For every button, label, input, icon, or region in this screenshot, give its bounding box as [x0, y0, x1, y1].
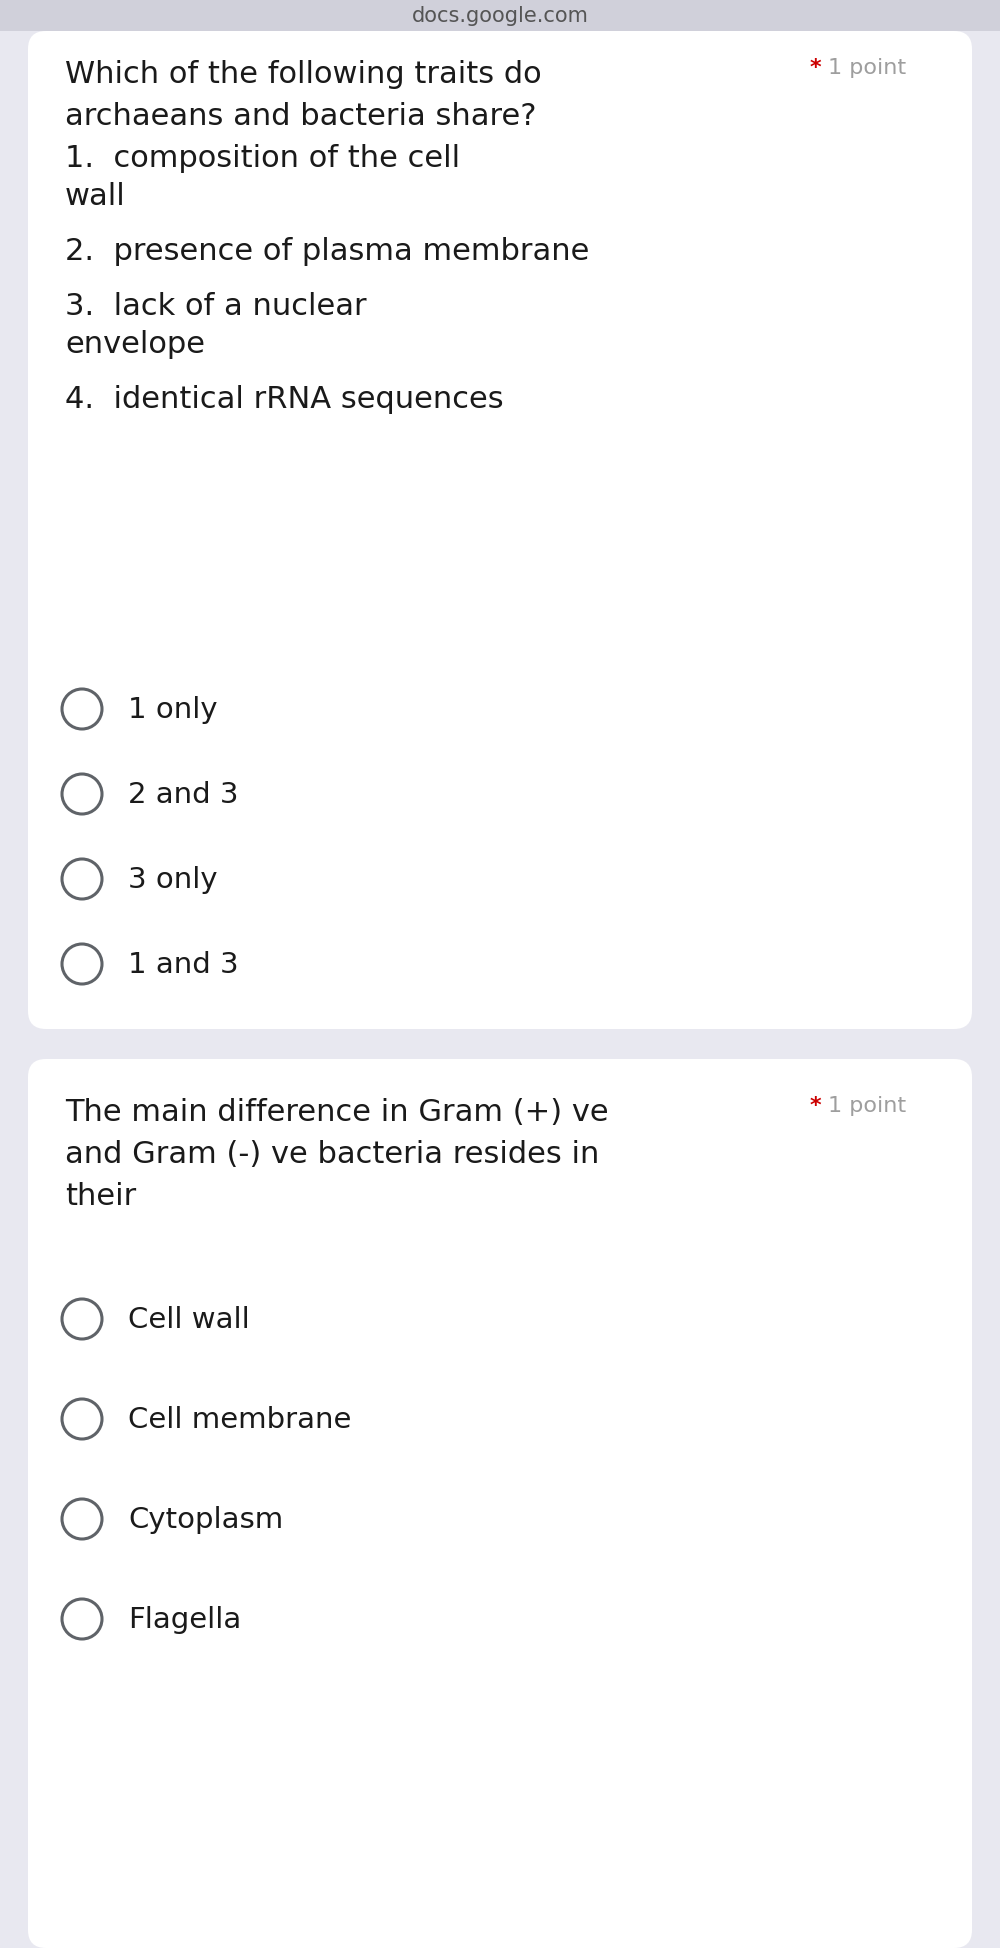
Text: Cell wall: Cell wall — [128, 1305, 250, 1332]
FancyBboxPatch shape — [28, 1060, 972, 1948]
Text: Which of the following traits do: Which of the following traits do — [65, 60, 542, 90]
Text: The main difference in Gram (+) ve: The main difference in Gram (+) ve — [65, 1097, 609, 1126]
Text: wall: wall — [65, 181, 126, 210]
Text: Cytoplasm: Cytoplasm — [128, 1506, 283, 1533]
Text: 2.  presence of plasma membrane: 2. presence of plasma membrane — [65, 238, 589, 265]
Text: 1 point: 1 point — [828, 1095, 906, 1116]
Text: 4.  identical rRNA sequences: 4. identical rRNA sequences — [65, 386, 504, 413]
Text: 1 point: 1 point — [828, 58, 906, 78]
Text: 3.  lack of a nuclear: 3. lack of a nuclear — [65, 292, 367, 321]
Text: 2 and 3: 2 and 3 — [128, 781, 239, 808]
Text: *: * — [810, 1095, 829, 1116]
Text: docs.google.com: docs.google.com — [412, 6, 588, 25]
Text: 3 only: 3 only — [128, 865, 218, 894]
FancyBboxPatch shape — [28, 31, 972, 1029]
FancyBboxPatch shape — [0, 0, 1000, 31]
Text: 1 only: 1 only — [128, 695, 218, 723]
Text: and Gram (-) ve bacteria resides in: and Gram (-) ve bacteria resides in — [65, 1140, 599, 1169]
Text: archaeans and bacteria share?: archaeans and bacteria share? — [65, 101, 536, 131]
Text: Flagella: Flagella — [128, 1605, 241, 1632]
Text: envelope: envelope — [65, 329, 205, 358]
Text: 1.  composition of the cell: 1. composition of the cell — [65, 144, 460, 173]
Text: Cell membrane: Cell membrane — [128, 1405, 351, 1434]
Text: *: * — [810, 58, 829, 78]
Text: their: their — [65, 1180, 136, 1210]
Text: 1 and 3: 1 and 3 — [128, 951, 239, 978]
